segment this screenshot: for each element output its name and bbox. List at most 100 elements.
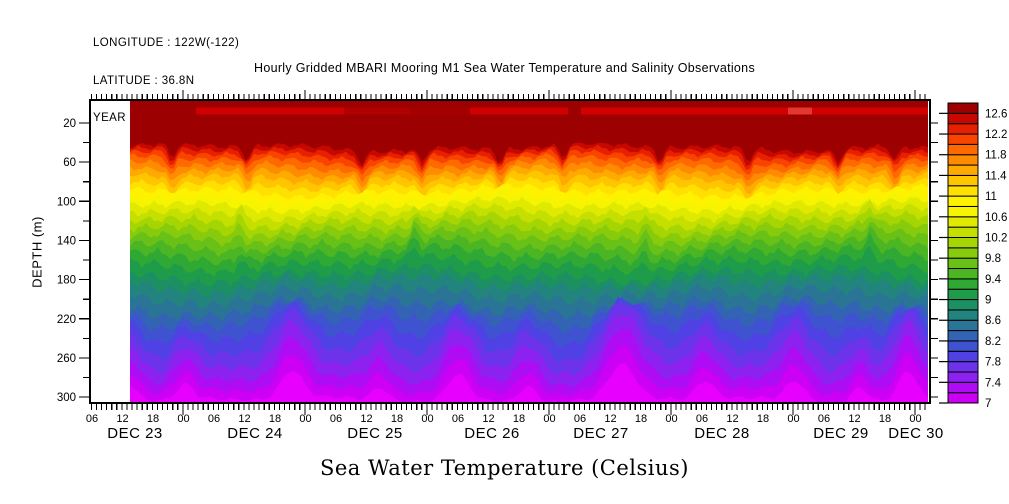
- x-hour-labels: 06 12 18 00 06 12 18 00 06 12 18 00 06 12 18 00 06 12 18 00…: [86, 413, 922, 425]
- x-hour-label: 06: [86, 413, 98, 425]
- x-hour-label: 18: [757, 413, 769, 425]
- surface-band: [130, 107, 928, 115]
- colorbar-label: 11.4: [985, 170, 1007, 182]
- x-hour-label: 00: [421, 413, 433, 425]
- surface-band-segment: [130, 107, 196, 115]
- y-tick-labels: 20 60 100 140 180 220 260 300: [57, 118, 76, 404]
- contour-field: [130, 101, 928, 403]
- header-longitude: LONGITUDE : 122W(-122): [93, 37, 240, 49]
- colorbar-block: [947, 216, 979, 228]
- x-hour-label: 00: [543, 413, 555, 425]
- x-hour-label: 12: [848, 413, 860, 425]
- colorbar-block: [947, 330, 979, 342]
- colorbar-block: [947, 257, 979, 270]
- colorbar-block: [947, 381, 979, 394]
- x-hour-label: 06: [452, 413, 464, 425]
- y-tick-label: 20: [63, 118, 76, 130]
- x-hour-label: 00: [177, 413, 189, 425]
- colorbar-block: [947, 236, 979, 249]
- x-hour-label: 00: [787, 413, 799, 425]
- axes-frame: [89, 99, 931, 404]
- y-tick-label: 140: [57, 235, 76, 247]
- colorbar-block: [947, 133, 979, 145]
- x-hour-label: 12: [116, 413, 128, 425]
- colorbar-block: [947, 247, 979, 259]
- colorbar-label: 10.6: [985, 212, 1007, 224]
- colorbar-block: [947, 185, 979, 197]
- isotherm-region-7: [130, 363, 928, 403]
- colorbar-block: [947, 299, 979, 311]
- colorbar-block: [947, 102, 979, 114]
- surface-band-segment: [196, 107, 344, 115]
- x-day-label: DEC 29: [813, 425, 869, 442]
- colorbar-labels: 7 7.4 7.8 8.2 8.6 9 9.4 9.8 10.2 10.6 11 11.4 11.8 12…: [985, 108, 1007, 410]
- header-latitude: LATITUDE : 36.8N: [93, 74, 195, 87]
- x-day-label: DEC 23: [107, 425, 163, 442]
- x-hour-label: 18: [391, 413, 403, 425]
- x-day-label: DEC 30: [888, 425, 944, 442]
- x-hour-label: 18: [513, 413, 525, 425]
- colorbar-block: [947, 288, 979, 301]
- chart-subtitle: Sea Water Temperature (Celsius): [319, 456, 689, 480]
- colorbar-block: [947, 392, 979, 404]
- x-hour-label: 06: [818, 413, 830, 425]
- colorbar-label: 7.4: [985, 377, 1002, 389]
- colorbar-label: 10.2: [985, 232, 1007, 244]
- y-tick-label: 180: [57, 275, 76, 287]
- x-day-label: DEC 24: [227, 425, 283, 442]
- x-hour-label: 12: [360, 413, 372, 425]
- colorbar-block: [947, 154, 979, 166]
- x-hour-label: 06: [330, 413, 342, 425]
- colorbar-block: [947, 174, 979, 187]
- y-ticks: [79, 122, 938, 398]
- colorbar-block: [947, 319, 979, 332]
- colorbar-block: [947, 278, 979, 290]
- colorbar-label: 8.6: [985, 315, 1001, 327]
- y-tick-label: 60: [63, 157, 76, 169]
- x-hour-label: 00: [909, 413, 921, 425]
- x-hour-label: 12: [726, 413, 738, 425]
- x-hour-label: 12: [238, 413, 250, 425]
- x-hour-label: 06: [208, 413, 220, 425]
- colorbar-block: [947, 371, 979, 383]
- x-day-label: DEC 26: [464, 425, 520, 442]
- colorbar-label: 11: [985, 191, 997, 203]
- x-hour-label: 12: [482, 413, 494, 425]
- colorbar-block: [947, 112, 979, 125]
- colorbar-block: [947, 361, 979, 373]
- colorbar: [939, 102, 979, 404]
- surface-band-segment: [470, 107, 568, 115]
- colorbar-block: [947, 340, 979, 352]
- x-hour-label: 00: [665, 413, 677, 425]
- colorbar-label: 9.4: [985, 274, 1002, 286]
- x-hour-label: 18: [269, 413, 281, 425]
- x-hour-label: 12: [604, 413, 616, 425]
- x-day-label: DEC 25: [347, 425, 403, 442]
- colorbar-label: 8.2: [985, 336, 1001, 348]
- colorbar-label: 7: [985, 398, 991, 410]
- isotherm-region-7.2: [130, 344, 928, 403]
- colorbar-block: [947, 205, 979, 218]
- y-tick-label: 300: [57, 392, 76, 404]
- x-hour-label: 06: [696, 413, 708, 425]
- colorbar-label: 11.8: [985, 150, 1007, 162]
- colorbar-block: [947, 309, 979, 321]
- colorbar-block: [947, 195, 979, 207]
- colorbar-block: [947, 164, 979, 176]
- x-ticks: [90, 90, 926, 415]
- x-hour-label: 18: [147, 413, 159, 425]
- isotherm-region-7.4: [130, 328, 928, 403]
- surface-band-segment: [410, 107, 470, 115]
- x-day-label: DEC 28: [694, 425, 750, 442]
- x-hour-label: 00: [299, 413, 311, 425]
- y-tick-label: 100: [57, 196, 76, 208]
- colorbar-label: 9.8: [985, 253, 1001, 265]
- colorbar-label: 12.2: [985, 129, 1007, 141]
- colorbar-block: [947, 143, 979, 156]
- surface-band-segment: [344, 107, 410, 115]
- colorbar-label: 12.6: [985, 108, 1007, 120]
- x-hour-label: 18: [635, 413, 647, 425]
- y-tick-label: 220: [57, 314, 76, 326]
